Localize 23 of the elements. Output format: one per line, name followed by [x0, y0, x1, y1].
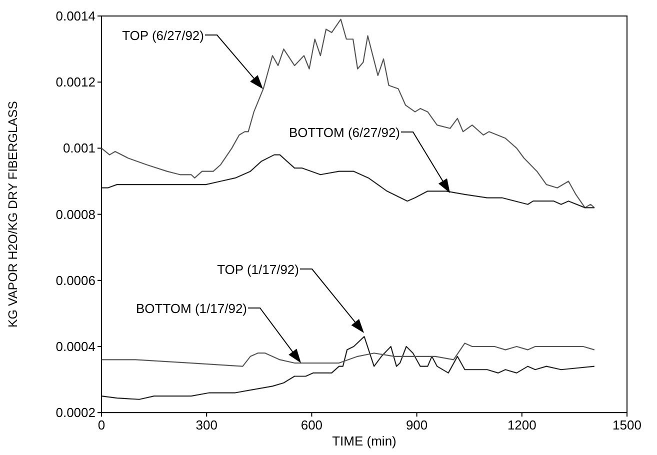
x-axis-title: TIME (min) [332, 434, 396, 449]
y-tick-label: 0.0008 [56, 206, 96, 222]
x-tick-label: 600 [300, 418, 323, 433]
y-tick-label: 0.001 [62, 140, 96, 156]
y-tick-label: 0.0014 [56, 8, 96, 24]
y-tick-label: 0.0006 [56, 272, 96, 288]
y-tick-label: 0.0012 [56, 74, 96, 90]
line-series [100, 18, 595, 208]
x-tick-label: 0 [98, 418, 106, 433]
x-tick-label: 900 [406, 418, 428, 433]
annotation: TOP (6/27/92) [122, 28, 204, 43]
annotation: BOTTOM (6/27/92) [288, 125, 400, 140]
annotation: BOTTOM (1/17/92) [136, 301, 247, 316]
x-tick-label: 1200 [507, 418, 536, 433]
x-tick-label: 300 [196, 418, 218, 433]
line-series [100, 154, 595, 208]
y-tick-label: 0.0002 [56, 405, 96, 420]
annotation: TOP (1/17/92) [217, 262, 299, 277]
y-axis-title: KG VAPOR H2O/KG DRY FIBERGLASS [6, 101, 20, 328]
x-tick-label: 1500 [612, 418, 642, 433]
y-tick-label: 0.0004 [56, 339, 96, 354]
line-series [100, 336, 595, 400]
line-series [100, 342, 595, 367]
